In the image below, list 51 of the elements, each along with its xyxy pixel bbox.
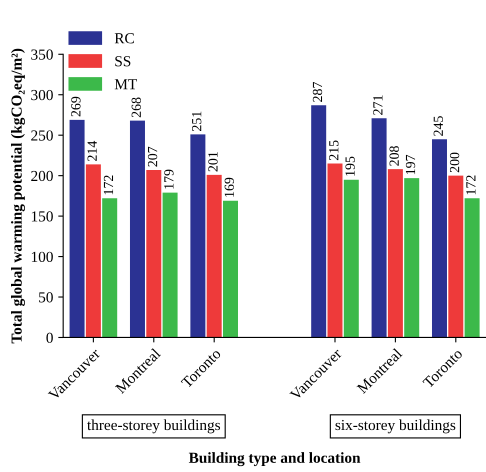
y-tick-label: 250 — [31, 130, 53, 141]
legend-label: MT — [114, 79, 137, 90]
data-label: 197 — [406, 154, 416, 174]
bar — [327, 164, 342, 338]
data-label: 215 — [329, 140, 338, 160]
y-tick-label: 50 — [39, 292, 53, 302]
y-tick-label: 150 — [32, 211, 53, 222]
data-label: 207 — [148, 146, 158, 167]
data-label: 268 — [132, 98, 141, 118]
bar — [448, 176, 464, 338]
bar — [162, 192, 178, 338]
data-label: 200 — [450, 152, 460, 172]
y-tick-label: 100 — [32, 252, 53, 262]
legend-label: SS — [115, 56, 130, 66]
bar — [86, 164, 101, 338]
bar — [102, 198, 118, 338]
y-axis-title: Total global warming potential (kgCO₂eq/m²) — [11, 48, 25, 344]
y-tick-label: 300 — [31, 90, 53, 100]
bar — [388, 169, 403, 338]
bar — [130, 120, 145, 338]
legend-label: RC — [114, 33, 134, 44]
bar — [311, 105, 326, 338]
data-label: 201 — [208, 152, 218, 172]
text: six-storey buildings — [336, 419, 456, 434]
bar — [146, 170, 162, 338]
data-label: 195 — [345, 156, 355, 176]
data-label: 251 — [192, 112, 202, 131]
bar — [464, 198, 480, 338]
bar — [404, 178, 420, 338]
y-tick-label: 350 — [31, 49, 53, 60]
data-label: 169 — [224, 178, 234, 197]
data-label: 245 — [434, 116, 443, 136]
data-label: 172 — [466, 175, 476, 194]
bar — [372, 118, 387, 338]
bar — [222, 200, 238, 338]
bar — [206, 174, 222, 338]
y-tick-label: 0 — [46, 332, 53, 343]
bar — [70, 120, 85, 338]
data-label: 172 — [104, 175, 114, 194]
data-label: 179 — [164, 170, 174, 189]
data-label: 271 — [373, 95, 382, 115]
bar — [190, 134, 206, 338]
bar — [344, 180, 359, 338]
text: three-storey buildings — [87, 419, 220, 434]
bar — [432, 139, 447, 338]
data-label: 269 — [71, 96, 81, 116]
data-label: 214 — [88, 140, 97, 161]
x-axis-title: Building type and location — [188, 452, 360, 466]
y-tick-label: 200 — [31, 170, 53, 182]
data-label: 287 — [312, 82, 322, 102]
data-label: 208 — [390, 146, 399, 166]
